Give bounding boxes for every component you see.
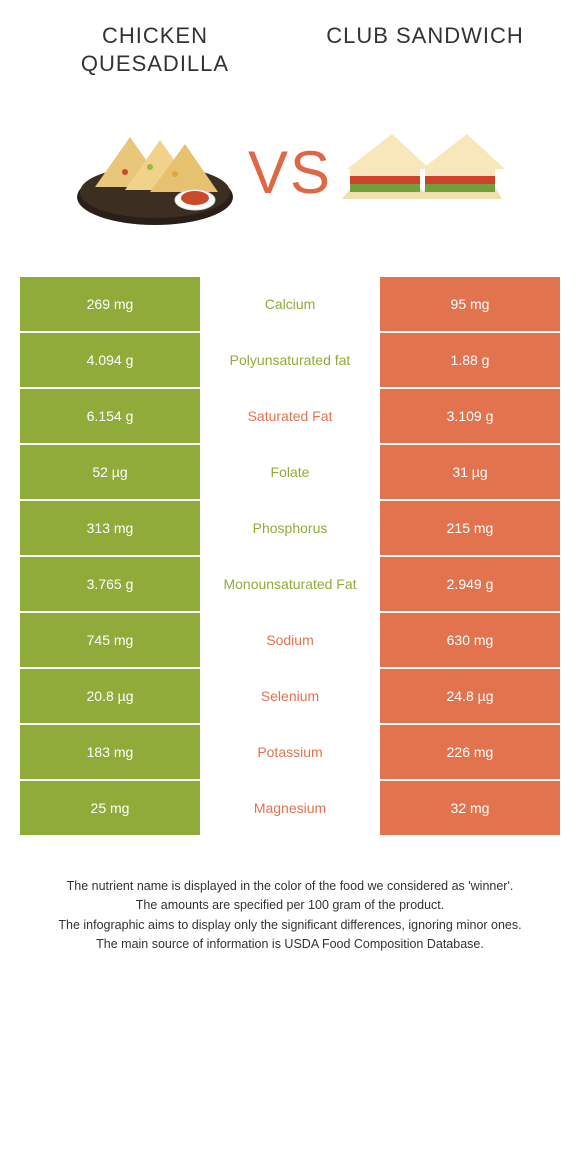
right-value-cell: 215 mg (380, 501, 560, 555)
right-value-cell: 2.949 g (380, 557, 560, 611)
right-value-cell: 31 µg (380, 445, 560, 499)
right-food-title: CLUB SANDWICH (310, 22, 540, 77)
table-row: 6.154 gSaturated Fat3.109 g (20, 389, 560, 445)
left-value-cell: 4.094 g (20, 333, 200, 387)
right-value-cell: 95 mg (380, 277, 560, 331)
vs-label: VS (248, 138, 332, 207)
table-row: 745 mgSodium630 mg (20, 613, 560, 669)
nutrient-cell: Potassium (200, 725, 380, 779)
table-row: 52 µgFolate31 µg (20, 445, 560, 501)
quesadilla-icon (70, 112, 240, 232)
left-food-image (68, 107, 243, 237)
left-value-cell: 6.154 g (20, 389, 200, 443)
right-value-cell: 24.8 µg (380, 669, 560, 723)
nutrient-cell: Magnesium (200, 781, 380, 835)
comparison-table: 269 mgCalcium95 mg4.094 gPolyunsaturated… (20, 277, 560, 837)
right-value-cell: 630 mg (380, 613, 560, 667)
left-value-cell: 20.8 µg (20, 669, 200, 723)
footnote-line: The nutrient name is displayed in the co… (40, 877, 540, 896)
sandwich-icon (337, 117, 512, 227)
right-value-cell: 226 mg (380, 725, 560, 779)
nutrient-cell: Polyunsaturated fat (200, 333, 380, 387)
table-row: 313 mgPhosphorus215 mg (20, 501, 560, 557)
table-row: 4.094 gPolyunsaturated fat1.88 g (20, 333, 560, 389)
header: CHICKEN QUESADILLA CLUB SANDWICH (0, 0, 580, 87)
left-food-title: CHICKEN QUESADILLA (40, 22, 270, 77)
right-food-image (337, 107, 512, 237)
nutrient-cell: Selenium (200, 669, 380, 723)
left-value-cell: 269 mg (20, 277, 200, 331)
right-value-cell: 1.88 g (380, 333, 560, 387)
left-value-cell: 25 mg (20, 781, 200, 835)
footnotes: The nutrient name is displayed in the co… (40, 877, 540, 955)
table-row: 183 mgPotassium226 mg (20, 725, 560, 781)
footnote-line: The main source of information is USDA F… (40, 935, 540, 954)
footnote-line: The amounts are specified per 100 gram o… (40, 896, 540, 915)
table-row: 20.8 µgSelenium24.8 µg (20, 669, 560, 725)
left-value-cell: 52 µg (20, 445, 200, 499)
left-value-cell: 313 mg (20, 501, 200, 555)
footnote-line: The infographic aims to display only the… (40, 916, 540, 935)
vs-row: VS (0, 87, 580, 277)
nutrient-cell: Folate (200, 445, 380, 499)
table-row: 269 mgCalcium95 mg (20, 277, 560, 333)
nutrient-cell: Saturated Fat (200, 389, 380, 443)
nutrient-cell: Calcium (200, 277, 380, 331)
table-row: 3.765 gMonounsaturated Fat2.949 g (20, 557, 560, 613)
left-value-cell: 745 mg (20, 613, 200, 667)
right-value-cell: 32 mg (380, 781, 560, 835)
nutrient-cell: Phosphorus (200, 501, 380, 555)
right-value-cell: 3.109 g (380, 389, 560, 443)
left-value-cell: 183 mg (20, 725, 200, 779)
nutrient-cell: Sodium (200, 613, 380, 667)
left-value-cell: 3.765 g (20, 557, 200, 611)
nutrient-cell: Monounsaturated Fat (200, 557, 380, 611)
table-row: 25 mgMagnesium32 mg (20, 781, 560, 837)
